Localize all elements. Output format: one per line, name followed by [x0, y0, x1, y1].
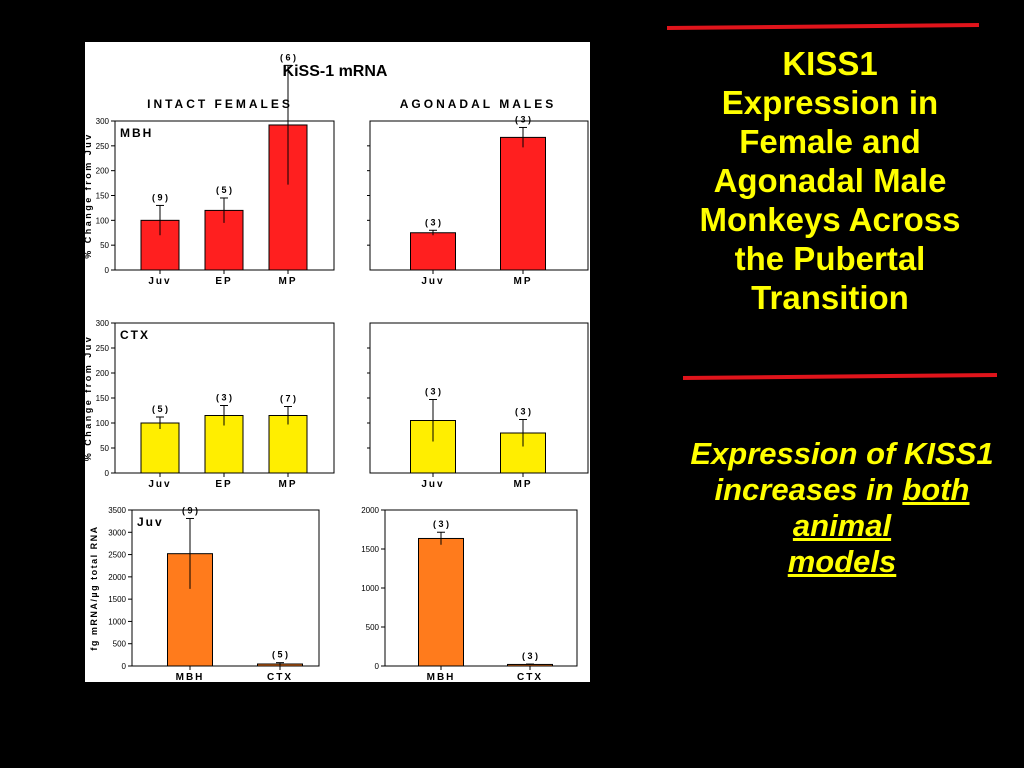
n-label: ( 5 ): [152, 404, 168, 414]
y-tick-label: 3500: [108, 506, 126, 515]
y-tick-label: 150: [96, 394, 110, 403]
bar: [140, 422, 180, 474]
n-label: ( 9 ): [182, 505, 198, 515]
header-agonadal-males: AGONADAL MALES: [400, 97, 556, 111]
n-label: ( 5 ): [272, 650, 288, 660]
y-tick-label: 50: [100, 444, 109, 453]
panel-frame: [369, 322, 589, 474]
x-tick-label: EP: [215, 479, 232, 490]
n-label: ( 3 ): [515, 407, 531, 417]
y-tick-label: 0: [375, 662, 380, 671]
x-tick-label: MBH: [176, 672, 205, 682]
y-axis-label: % Change from Juv: [85, 335, 93, 462]
slide-title-line: KISS1: [782, 45, 878, 82]
note-prefix: Expression of KISS1 increases in: [690, 436, 994, 507]
y-tick-label: 1000: [361, 584, 379, 593]
y-tick-label: 250: [96, 142, 110, 151]
slide-title-line: Expression in: [721, 84, 939, 121]
y-tick-label: 200: [96, 167, 110, 176]
slide-title-line: Transition: [751, 279, 909, 316]
y-tick-label: 300: [96, 117, 110, 126]
y-tick-label: 300: [96, 319, 110, 328]
y-axis-label: % Change from Juv: [85, 132, 93, 259]
x-tick-label: MBH: [427, 672, 456, 682]
x-tick-label: EP: [215, 276, 232, 287]
panel-frame: [384, 509, 578, 667]
n-label: ( 3 ): [216, 393, 232, 403]
n-label: ( 3 ): [433, 519, 449, 529]
slide-title-line: Female and: [739, 123, 921, 160]
x-tick-label: MP: [514, 479, 533, 490]
figure-title: KiSS-1 mRNA: [283, 63, 388, 80]
y-tick-label: 0: [122, 662, 127, 671]
bar: [410, 232, 456, 271]
y-tick-label: 500: [113, 640, 127, 649]
y-tick-label: 1500: [108, 595, 126, 604]
slide-title-line: Agonadal Male: [713, 162, 947, 199]
panel-label: MBH: [120, 126, 153, 140]
x-tick-label: Juv: [148, 479, 171, 490]
panel-label: CTX: [120, 328, 150, 342]
bottom-red-rule: [682, 372, 998, 380]
y-tick-label: 2000: [108, 573, 126, 582]
n-label: ( 6 ): [280, 52, 296, 62]
y-tick-label: 0: [105, 469, 110, 478]
n-label: ( 3 ): [522, 651, 538, 661]
top-red-rule: [666, 23, 980, 30]
y-tick-label: 3000: [108, 528, 126, 537]
n-label: ( 3 ): [515, 114, 531, 124]
x-tick-label: MP: [279, 276, 298, 287]
n-label: ( 7 ): [280, 394, 296, 404]
slide-title-line: Monkeys Across: [699, 201, 961, 238]
n-label: ( 5 ): [216, 185, 232, 195]
header-intact-females: INTACT FEMALES: [147, 97, 293, 111]
kiss1-figure: KiSS-1 mRNA INTACT FEMALES AGONADAL MALE…: [85, 42, 590, 682]
slide-note: Expression of KISS1 increases in both an…: [672, 436, 1012, 580]
y-tick-label: 100: [96, 216, 110, 225]
y-tick-label: 150: [96, 192, 110, 201]
kiss1-chart-svg: KiSS-1 mRNA INTACT FEMALES AGONADAL MALE…: [85, 52, 589, 682]
y-tick-label: 1000: [108, 617, 126, 626]
y-tick-label: 2500: [108, 551, 126, 560]
y-tick-label: 1500: [361, 545, 379, 554]
panel-frame: [369, 120, 589, 271]
slide-title: KISS1 Expression in Female and Agonadal Mal…: [660, 44, 1000, 317]
x-tick-label: CTX: [267, 672, 293, 682]
y-tick-label: 500: [366, 623, 380, 632]
n-label: ( 3 ): [425, 387, 441, 397]
y-tick-label: 250: [96, 344, 110, 353]
bar: [500, 136, 546, 271]
y-tick-label: 100: [96, 419, 110, 428]
n-label: ( 9 ): [152, 192, 168, 202]
x-tick-label: Juv: [148, 276, 171, 287]
x-tick-label: MP: [279, 479, 298, 490]
slide-title-line: the Pubertal: [734, 240, 926, 277]
note-emphasis-1: both animal: [792, 472, 970, 543]
x-tick-label: Juv: [421, 276, 444, 287]
y-tick-label: 2000: [361, 506, 379, 515]
y-tick-label: 50: [100, 241, 109, 250]
panel-label: Juv: [137, 515, 164, 529]
y-tick-label: 0: [105, 266, 110, 275]
x-tick-label: MP: [514, 276, 533, 287]
bar: [418, 537, 464, 667]
panel-frame: [131, 509, 320, 667]
x-tick-label: Juv: [421, 479, 444, 490]
n-label: ( 3 ): [425, 217, 441, 227]
y-tick-label: 200: [96, 369, 110, 378]
y-axis-label: fg mRNA/µg total RNA: [89, 525, 99, 650]
x-tick-label: CTX: [517, 672, 543, 682]
note-emphasis-2: models: [787, 544, 897, 579]
